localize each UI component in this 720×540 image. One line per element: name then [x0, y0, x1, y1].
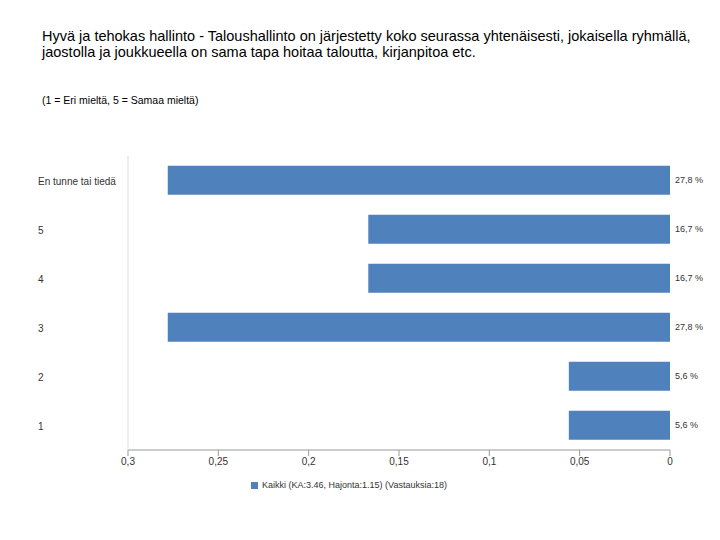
- html-text:Kaikki (KA:3.46, Hajonta:1.15): Kaikki (KA:3.46, Hajonta:1.15) (Vastauks…: [262, 480, 447, 490]
- svg-text:5: 5: [38, 225, 44, 236]
- svg-text:0,1: 0,1: [482, 456, 496, 467]
- svg-text:0: 0: [667, 456, 673, 467]
- svg-text:3: 3: [38, 323, 44, 334]
- svg-text:2: 2: [38, 372, 44, 383]
- svg-text:0,2: 0,2: [302, 456, 316, 467]
- svg-text:4: 4: [38, 274, 44, 285]
- svg-text:27,8 %: 27,8 %: [675, 322, 703, 332]
- svg-text:5,6 %: 5,6 %: [675, 371, 698, 381]
- svg-text:27,8 %: 27,8 %: [675, 175, 703, 185]
- svg-text:0,25: 0,25: [209, 456, 229, 467]
- svg-text:0,3: 0,3: [121, 456, 135, 467]
- svg-text:En tunne tai tiedä: En tunne tai tiedä: [38, 176, 116, 187]
- html-text:(1 = Eri mieltä, 5 = Samaa mie: (1 = Eri mieltä, 5 = Samaa mieltä): [42, 94, 199, 106]
- svg-text:1: 1: [38, 421, 44, 432]
- svg-text:16,7 %: 16,7 %: [675, 224, 703, 234]
- html-text:Hyvä ja tehokas hallinto - Tal: Hyvä ja tehokas hallinto - Taloushallint…: [42, 28, 691, 60]
- svg-text:0,15: 0,15: [389, 456, 409, 467]
- svg-text:16,7 %: 16,7 %: [675, 273, 703, 283]
- svg-text:0,05: 0,05: [570, 456, 590, 467]
- svg-text:5,6 %: 5,6 %: [675, 420, 698, 430]
